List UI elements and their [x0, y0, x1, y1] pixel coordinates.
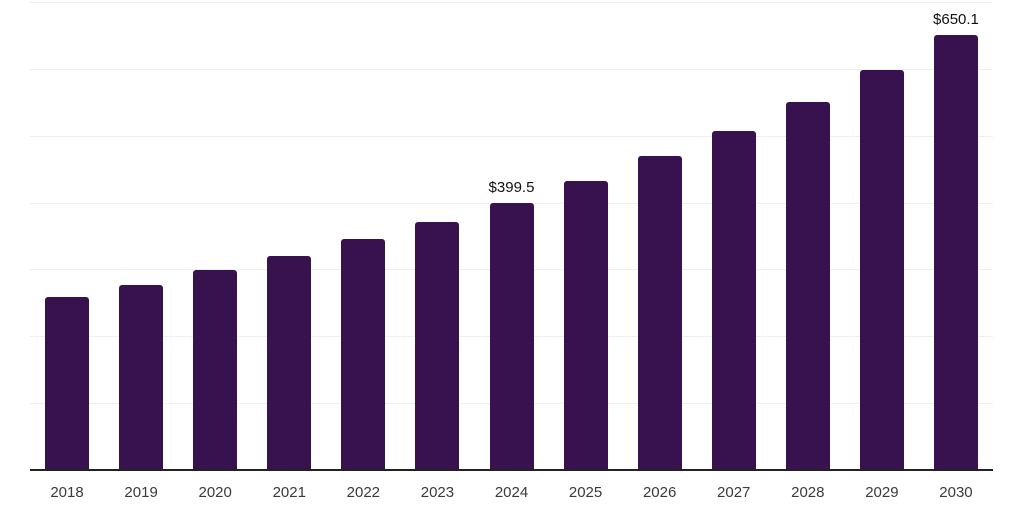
bar-2029: [859, 70, 904, 470]
gridline-600: [30, 68, 993, 70]
x-tick-label-2029: 2029: [865, 484, 899, 501]
bar-2021: [267, 256, 312, 470]
plot-area: $399.5 $650.1: [30, 2, 993, 470]
bar-2022: [341, 238, 386, 470]
x-tick-label-2026: 2026: [642, 484, 677, 501]
x-tick-label-2027: 2027: [717, 484, 751, 501]
bar-2024: [489, 202, 534, 470]
bar-2025: [563, 180, 608, 470]
bar-2020: [193, 270, 238, 470]
bar-2030: [933, 35, 978, 470]
x-axis-labels: 2018 2019 2020 2021 2022 2023 2024 2025 2026 2027…: [30, 484, 993, 504]
gridline-700: [30, 2, 993, 3]
x-tick-label-2021: 2021: [272, 484, 306, 501]
x-tick-label-2020: 2020: [198, 484, 232, 501]
bar-2026: [637, 156, 682, 470]
bar-2019: [119, 284, 164, 470]
bar-2028: [785, 102, 830, 470]
x-axis-line: [30, 469, 993, 471]
x-tick-label-2028: 2028: [791, 484, 825, 501]
x-tick-label-2023: 2023: [420, 484, 455, 501]
x-tick-label-2024: 2024: [494, 484, 529, 501]
gridline-500: [30, 135, 993, 137]
bar-2018: [45, 296, 90, 470]
value-label-2024: $399.5: [488, 178, 535, 196]
x-tick-label-2018: 2018: [50, 484, 84, 501]
value-label-2030: $650.1: [933, 11, 979, 29]
x-tick-label-2025: 2025: [568, 484, 603, 501]
x-tick-label-2030: 2030: [939, 484, 973, 501]
bar-2027: [711, 131, 756, 470]
x-tick-label-2019: 2019: [124, 484, 158, 501]
bar-2023: [415, 221, 460, 470]
x-tick-label-2022: 2022: [346, 484, 381, 501]
